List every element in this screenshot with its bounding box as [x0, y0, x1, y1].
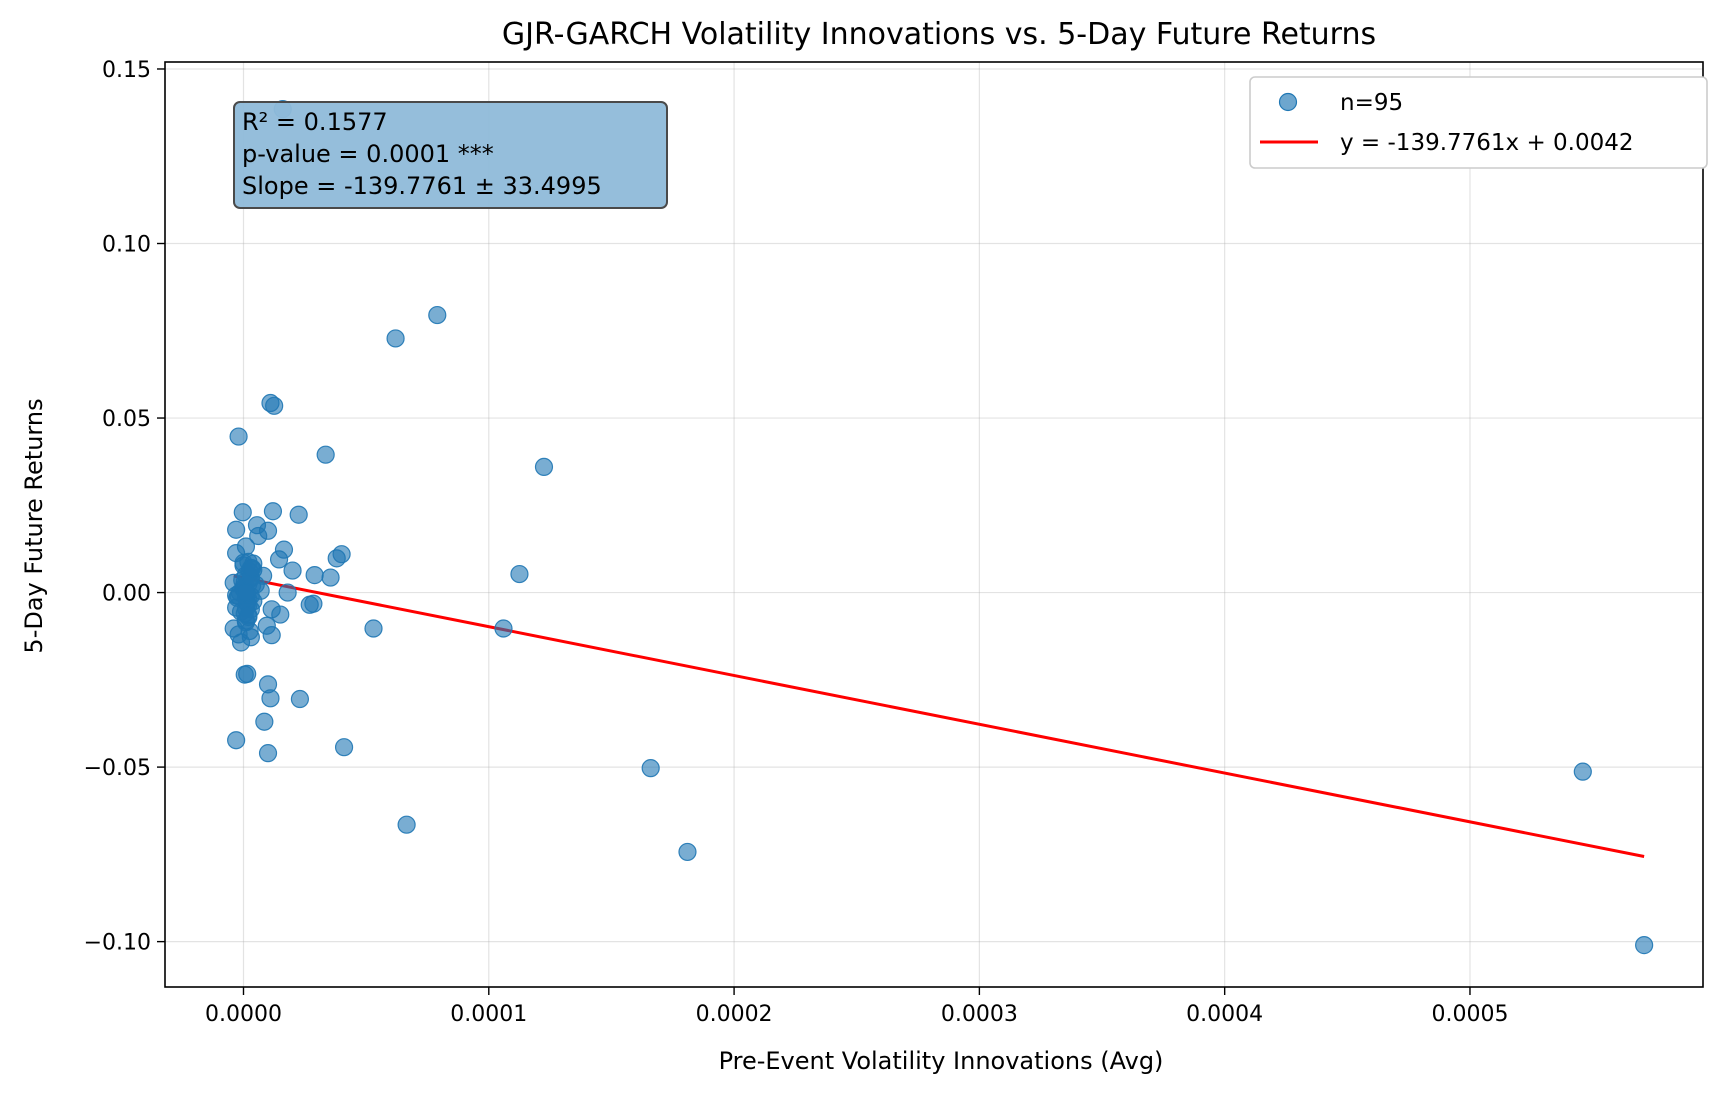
data-point: [258, 744, 278, 763]
data-point: [255, 712, 274, 731]
data-point: [239, 606, 258, 625]
x-axis-label: Pre-Event Volatility Innovations (Avg): [719, 1047, 1164, 1075]
x-tick-label: 0.0002: [696, 1002, 773, 1027]
data-point: [289, 505, 308, 524]
data-point: [397, 815, 416, 834]
plot-frame: [164, 61, 1704, 988]
data-point: [386, 329, 405, 348]
data-point: [305, 566, 324, 585]
data-point: [334, 738, 354, 757]
stats-p-value: p-value = 0.0001 ***: [242, 140, 494, 168]
x-tick-label: 0.0000: [205, 1002, 282, 1027]
legend-label-line: y = -139.7761x + 0.0042: [1340, 130, 1634, 156]
x-axis: 0.0000 0.0001 0.0002 0.0003 0.0004 0.0005: [205, 987, 1508, 1027]
data-point: [510, 564, 529, 584]
data-point: [233, 503, 252, 522]
data-point: [265, 396, 284, 415]
y-tick-label: 0.00: [102, 582, 151, 607]
x-tick-label: 0.0001: [450, 1002, 527, 1027]
data-point: [227, 731, 246, 750]
y-tick-label: 0.15: [102, 58, 151, 83]
data-point: [290, 689, 310, 709]
data-point: [283, 561, 302, 580]
data-point: [227, 520, 246, 539]
stats-r-squared: R² = 0.1577: [242, 108, 388, 136]
data-point: [327, 549, 346, 568]
legend-label-points: n=95: [1340, 90, 1403, 116]
data-point: [304, 594, 323, 613]
y-tick-label: −0.05: [84, 756, 151, 781]
data-point: [229, 427, 248, 446]
data-point: [231, 633, 251, 652]
data-point: [534, 457, 554, 477]
data-point: [238, 664, 257, 683]
legend-box: [1249, 76, 1708, 169]
data-point: [236, 537, 256, 556]
data-point: [271, 605, 290, 624]
chart-title: GJR-GARCH Volatility Innovations vs. 5-D…: [502, 17, 1376, 52]
data-point: [321, 568, 340, 587]
y-tick-label: −0.10: [84, 931, 151, 956]
data-point: [494, 619, 513, 638]
regression-line: [233, 574, 1645, 858]
x-tick-label: 0.0005: [1431, 1002, 1508, 1027]
grid-lines: [165, 62, 1703, 987]
data-point: [316, 445, 335, 464]
scatter-points: [224, 100, 1654, 955]
data-point: [278, 583, 297, 602]
data-point: [262, 626, 281, 645]
data-point: [364, 619, 383, 638]
y-tick-label: 0.10: [102, 233, 151, 258]
data-point: [678, 842, 697, 862]
data-point: [1635, 936, 1654, 955]
data-point: [242, 559, 262, 578]
data-point: [428, 305, 447, 325]
data-point: [249, 526, 268, 546]
x-tick-label: 0.0003: [941, 1002, 1018, 1027]
y-axis: −0.10 −0.05 0.00 0.05 0.10 0.15: [84, 58, 165, 956]
data-point: [261, 689, 280, 708]
data-point: [263, 502, 283, 521]
legend-marker-points: [1278, 92, 1298, 112]
x-tick-label: 0.0004: [1186, 1002, 1263, 1027]
data-point: [1573, 762, 1592, 781]
regression-line-layer: [233, 574, 1645, 858]
data-point: [269, 550, 289, 569]
stats-slope: Slope = -139.7761 ± 33.4995: [242, 172, 602, 200]
data-point: [236, 583, 256, 602]
stats-box-background: [233, 101, 668, 209]
legend: n=95 y = -139.7761x + 0.0042: [1249, 76, 1708, 169]
y-tick-label: 0.05: [102, 407, 151, 432]
stats-box: R² = 0.1577 p-value = 0.0001 *** Slope =…: [233, 101, 668, 209]
y-axis-label: 5-Day Future Returns: [20, 398, 48, 653]
data-point: [641, 759, 660, 778]
